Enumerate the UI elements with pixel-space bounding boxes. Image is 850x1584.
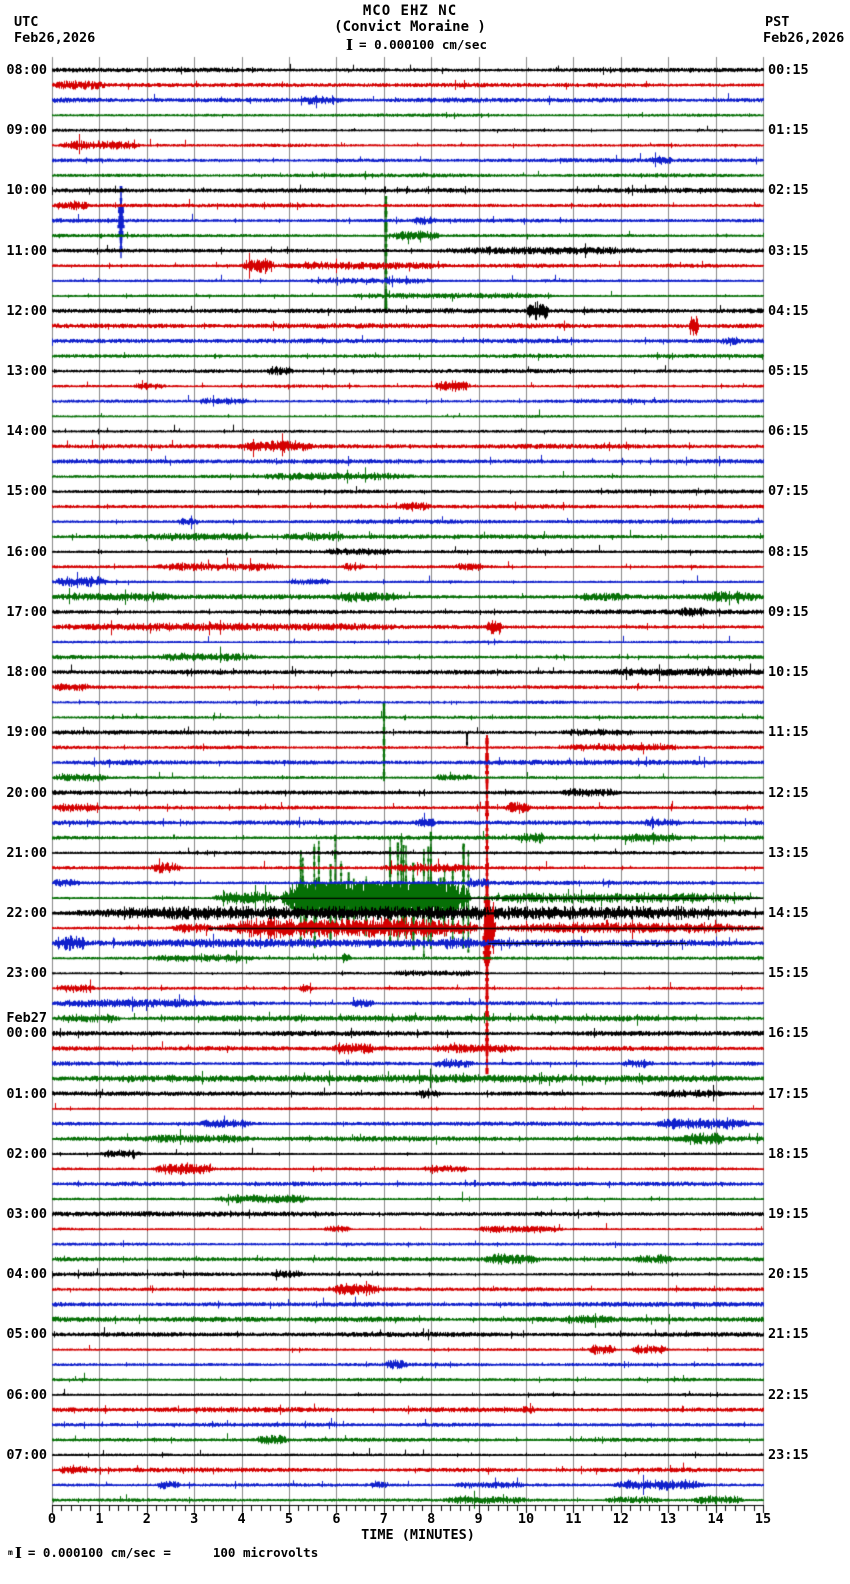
pst-label-00:15: 00:15 [768,62,809,78]
footer-scale-note: m I = 0.000100 cm/sec = 100 microvolts [8,1545,318,1560]
utc-label-13:00: 13:00 [6,363,47,380]
utc-label-02:00: 02:00 [6,1145,47,1162]
footer-scale-bar-icon: I [14,1543,22,1562]
tick-label-0: 0 [47,1511,57,1527]
station-title: MCO EHZ NC [362,3,458,19]
utc-label-01:00: 01:00 [6,1085,47,1102]
pst-label-20:15: 20:15 [768,1266,809,1283]
pst-label-11:15: 11:15 [768,724,809,741]
utc-label-15:00: 15:00 [6,483,47,500]
utc-label-05:00: 05:00 [6,1326,47,1343]
pst-label-08:15: 08:15 [768,543,809,560]
tick-label-10: 10 [517,1511,535,1527]
left-timezone: UTC [14,14,39,30]
pst-label-06:15: 06:15 [768,423,809,440]
pst-label-21:15: 21:15 [768,1326,809,1343]
tick-label-5: 5 [284,1511,294,1527]
pst-label-12:15: 12:15 [768,784,809,801]
pst-label-14:15: 14:15 [768,904,809,921]
tick-label-9: 9 [474,1511,483,1527]
footer-prefix-glyph: m [8,1548,13,1557]
date-rollover-label: Feb27 [6,1010,47,1027]
pst-label-13:15: 13:15 [768,844,809,861]
pst-label-23:15: 23:15 [768,1446,809,1463]
utc-label-19:00: 19:00 [6,724,47,741]
utc-label-00:00: 00:00 [6,1025,47,1042]
tick-label-3: 3 [190,1511,199,1527]
utc-label-12:00: 12:00 [6,302,47,319]
tick-label-15: 15 [754,1511,772,1527]
utc-label-11:00: 11:00 [6,242,47,259]
utc-label-22:00: 22:00 [6,904,47,921]
tick-label-2: 2 [142,1511,151,1527]
utc-label-21:00: 21:00 [6,844,47,861]
tick-label-6: 6 [332,1511,341,1527]
tick-label-12: 12 [612,1511,629,1527]
utc-label-08:00: 08:00 [6,62,47,78]
station-location: (Convict Moraine ) [334,19,486,35]
pst-label-03:15: 03:15 [768,242,809,259]
pst-label-19:15: 19:15 [768,1206,809,1223]
pst-label-02:15: 02:15 [768,182,809,199]
scale-note-text: = 0.000100 cm/sec [359,37,487,52]
utc-label-04:00: 04:00 [6,1266,47,1283]
pst-label-01:15: 01:15 [768,122,809,139]
utc-label-18:00: 18:00 [6,664,47,681]
utc-label-09:00: 09:00 [6,122,47,139]
pst-label-07:15: 07:15 [768,483,809,500]
utc-label-20:00: 20:00 [6,784,47,801]
footer-scale-eq: = 0.000100 cm/sec = [27,1545,171,1560]
tick-label-4: 4 [237,1511,246,1527]
pst-label-09:15: 09:15 [768,603,809,620]
tick-label-14: 14 [707,1511,724,1527]
right-timezone: PST [765,14,790,30]
pst-label-15:15: 15:15 [768,965,809,982]
amplitude-scale-note: I = 0.000100 cm/sec [346,37,487,52]
right-date: Feb26,2026 [763,30,845,46]
left-date: Feb26,2026 [14,30,96,46]
utc-label-16:00: 16:00 [6,543,47,560]
tick-label-13: 13 [660,1511,677,1527]
utc-label-06:00: 06:00 [6,1386,47,1403]
scale-bar-icon: I [346,35,354,54]
pst-label-16:15: 16:15 [768,1025,809,1042]
pst-label-17:15: 17:15 [768,1085,809,1102]
pst-label-05:15: 05:15 [768,363,809,380]
pst-label-18:15: 18:15 [768,1145,809,1162]
pst-label-04:15: 04:15 [768,302,809,319]
tick-label-7: 7 [379,1511,388,1527]
utc-label-10:00: 10:00 [6,182,47,199]
utc-label-23:00: 23:00 [6,965,47,982]
utc-label-14:00: 14:00 [6,423,47,440]
pst-label-22:15: 22:15 [768,1386,809,1403]
tick-label-8: 8 [427,1511,436,1527]
utc-label-07:00: 07:00 [6,1446,47,1463]
tick-label-1: 1 [95,1511,104,1527]
tick-label-11: 11 [565,1511,582,1527]
utc-label-17:00: 17:00 [6,603,47,620]
x-axis-label: TIME (MINUTES) [361,1527,475,1543]
pst-label-10:15: 10:15 [768,664,809,681]
utc-label-03:00: 03:00 [6,1206,47,1223]
footer-scale-value: 100 microvolts [212,1545,319,1560]
